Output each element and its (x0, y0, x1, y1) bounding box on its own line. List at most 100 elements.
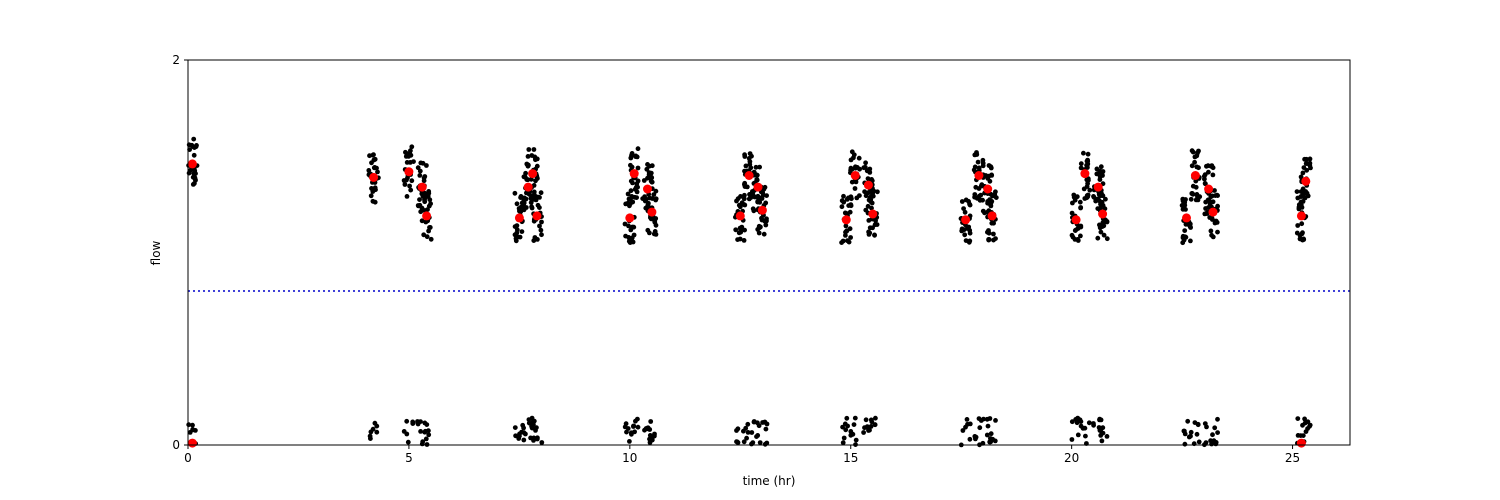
data-point (762, 441, 768, 447)
data-point (1195, 422, 1201, 428)
data-point (524, 161, 530, 167)
data-point (865, 176, 871, 182)
highlight-point (422, 211, 432, 221)
data-point (741, 439, 747, 445)
data-point (631, 232, 637, 238)
highlight-point (1071, 215, 1081, 225)
data-point (629, 151, 635, 156)
data-point (848, 235, 853, 240)
data-point (521, 430, 527, 436)
data-point (869, 419, 875, 425)
highlight-point (1296, 438, 1306, 448)
data-point (534, 163, 540, 169)
data-point (1098, 190, 1104, 196)
data-point (1299, 221, 1305, 227)
highlight-point (404, 167, 414, 177)
data-point (625, 191, 631, 197)
data-point (1077, 199, 1083, 205)
highlight-point (643, 184, 652, 194)
data-point (1186, 222, 1192, 228)
data-point (1182, 228, 1188, 234)
data-point (1084, 162, 1089, 168)
data-point (367, 433, 373, 439)
data-point (538, 227, 544, 233)
highlight-point (1098, 209, 1108, 219)
data-point (531, 147, 537, 152)
data-point (633, 184, 639, 190)
data-point (624, 429, 629, 435)
data-point (844, 415, 850, 421)
data-point (644, 425, 650, 431)
data-point (762, 218, 768, 224)
data-point (986, 230, 992, 236)
data-point (366, 168, 372, 173)
data-point (993, 236, 998, 242)
data-point (1099, 438, 1105, 444)
data-point (961, 206, 966, 212)
data-point (526, 417, 532, 422)
data-point (842, 421, 848, 427)
data-point (986, 237, 991, 242)
data-point (1085, 181, 1090, 187)
highlight-point (532, 211, 542, 221)
data-point (841, 193, 846, 199)
data-point (635, 165, 641, 171)
data-point (1097, 174, 1103, 179)
data-point (967, 421, 973, 427)
data-point (649, 179, 655, 185)
data-point (743, 163, 749, 169)
data-point (862, 425, 867, 431)
highlight-point (753, 182, 763, 192)
data-point (1294, 189, 1300, 195)
data-point (976, 165, 982, 171)
data-point (1104, 236, 1110, 242)
highlight-point (369, 172, 379, 182)
data-point (539, 219, 544, 225)
data-point (1307, 156, 1313, 162)
data-point (512, 232, 518, 238)
data-point (757, 164, 762, 170)
highlight-point (187, 159, 197, 169)
data-point (967, 201, 972, 207)
x-axis-label: time (hr) (743, 474, 796, 488)
data-point (873, 415, 878, 421)
data-point (628, 239, 634, 245)
data-point (1212, 188, 1217, 193)
data-point (863, 417, 869, 423)
data-point (513, 433, 518, 439)
data-point (192, 175, 198, 181)
data-point (1091, 421, 1096, 426)
data-point (1072, 197, 1078, 203)
data-point (852, 186, 858, 191)
data-point (741, 238, 747, 243)
data-point (645, 227, 651, 233)
data-point (848, 202, 854, 208)
data-point (419, 205, 425, 211)
data-point (537, 195, 542, 200)
data-point (374, 429, 380, 435)
data-point (632, 429, 637, 435)
data-point (1296, 206, 1302, 212)
data-point (368, 193, 374, 199)
data-point (420, 160, 426, 166)
data-point (1304, 161, 1310, 166)
data-point (641, 178, 647, 183)
data-point (851, 422, 857, 427)
data-point (981, 416, 986, 422)
data-point (404, 160, 410, 165)
data-point (1304, 167, 1310, 173)
data-point (423, 219, 429, 225)
data-point (745, 430, 751, 435)
data-point (423, 436, 429, 442)
data-point (982, 210, 987, 216)
data-point (1073, 417, 1079, 422)
data-point (867, 166, 873, 172)
highlight-point (629, 169, 639, 179)
data-point (628, 188, 634, 194)
data-point (869, 205, 874, 211)
data-point (847, 226, 853, 232)
data-point (369, 160, 374, 166)
data-point (1086, 420, 1092, 426)
data-point (538, 190, 544, 196)
data-point (1078, 224, 1084, 230)
